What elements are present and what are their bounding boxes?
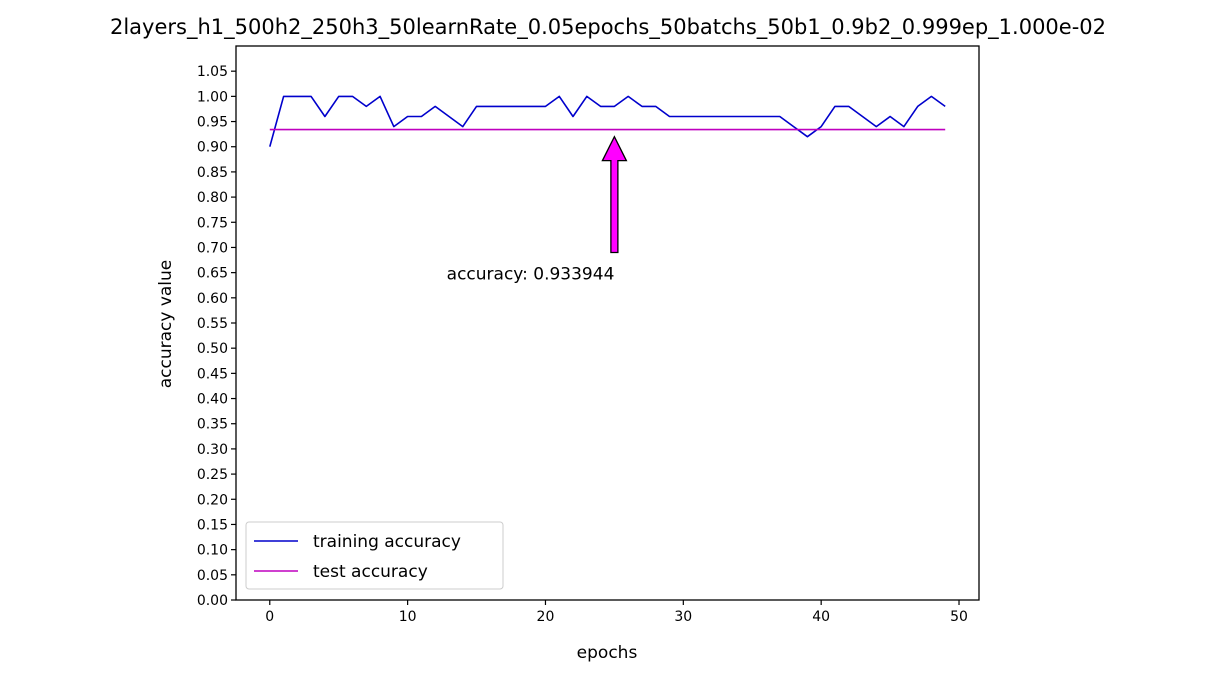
- chart-title: 2layers_h1_500h2_250h3_50learnRate_0.05e…: [110, 15, 1106, 40]
- legend-label: test accuracy: [313, 562, 428, 582]
- x-tick-label: 0: [265, 609, 274, 625]
- x-tick-label: 10: [399, 609, 417, 625]
- y-tick-label: 0.55: [197, 316, 228, 332]
- x-tick-label: 20: [537, 609, 555, 625]
- y-tick-label: 0.50: [197, 341, 228, 357]
- annotation-label: accuracy: 0.933944: [447, 264, 615, 284]
- y-tick-label: 1.05: [197, 64, 228, 80]
- x-tick-label: 30: [674, 609, 692, 625]
- y-tick-label: 0.80: [197, 190, 228, 206]
- y-tick-label: 0.85: [197, 165, 228, 181]
- y-tick-label: 0.05: [197, 568, 228, 584]
- y-tick-label: 0.35: [197, 417, 228, 433]
- annotation-arrow: [601, 135, 628, 254]
- legend-box: [245, 521, 504, 590]
- y-tick-label: 1.00: [197, 89, 228, 105]
- y-tick-label: 0.60: [197, 291, 228, 307]
- series-line-0: [269, 95, 946, 147]
- y-tick-label: 0.20: [197, 492, 228, 508]
- x-axis-label: epochs: [577, 643, 638, 663]
- y-tick-label: 0.10: [197, 543, 228, 559]
- y-tick-label: 0.75: [197, 215, 228, 231]
- x-tick-label: 50: [950, 609, 968, 625]
- y-tick-label: 0.15: [197, 517, 228, 533]
- y-axis-label: accuracy value: [156, 260, 176, 389]
- y-tick-label: 0.65: [197, 266, 228, 282]
- x-tick-label: 40: [812, 609, 830, 625]
- y-tick-label: 0.25: [197, 467, 228, 483]
- y-tick-label: 0.45: [197, 366, 228, 382]
- y-tick-label: 0.95: [197, 115, 228, 131]
- y-tick-label: 0.90: [197, 140, 228, 156]
- y-tick-label: 0.70: [197, 240, 228, 256]
- legend-label: training accuracy: [313, 532, 461, 552]
- y-tick-label: 0.00: [197, 593, 228, 609]
- y-tick-label: 0.40: [197, 392, 228, 408]
- y-tick-label: 0.30: [197, 442, 228, 458]
- plot-area: 0 10 20 30 40 50 0.00 0.05 0.10 0.15 0.20 0.25 0.30 0…: [197, 45, 980, 625]
